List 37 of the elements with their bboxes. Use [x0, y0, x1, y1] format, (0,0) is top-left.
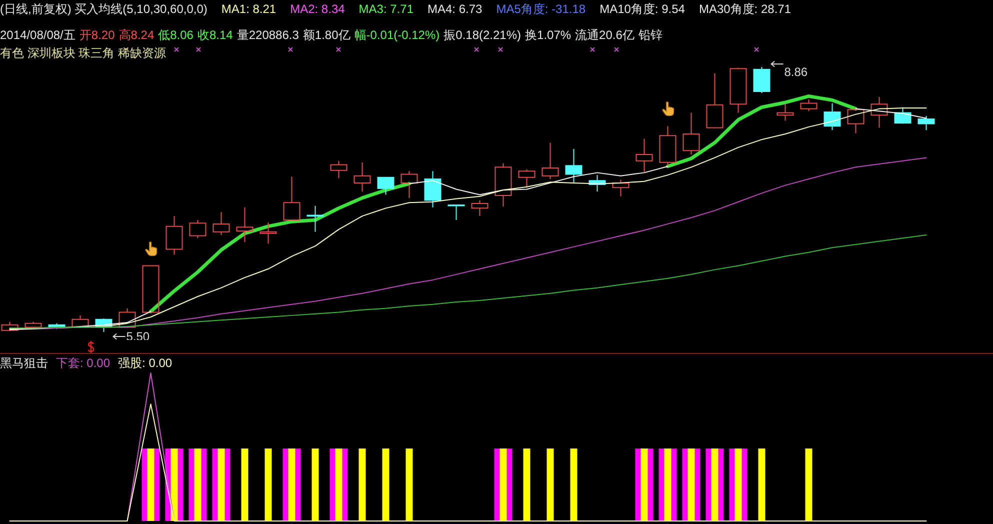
text: 强股: 0.00	[118, 356, 172, 370]
candlestick	[166, 216, 183, 256]
annotation: 8.86	[784, 65, 808, 79]
candlestick	[377, 176, 394, 196]
candlestick	[636, 138, 653, 172]
text: MA5角度: -31.18	[496, 2, 586, 16]
text: 流通20.6亿	[575, 28, 634, 42]
text: MA2: 8.34	[290, 2, 345, 16]
candlestick	[354, 162, 371, 192]
text: 换1.07%	[525, 28, 572, 42]
candlestick	[283, 176, 300, 221]
text: MA30角度: 28.71	[698, 2, 791, 16]
text: MA10角度: 9.54	[600, 2, 685, 16]
candlestick	[870, 96, 888, 128]
candlestick	[448, 204, 465, 221]
text: MA1: 8.21	[221, 2, 276, 16]
text: 高8.24	[118, 28, 154, 42]
text: 铅锌	[638, 28, 662, 42]
candlestick	[142, 265, 160, 313]
text: 量220886.3	[236, 28, 299, 42]
text: 幅-0.01(-0.12%)	[354, 28, 440, 42]
text: 下套: 0.00	[56, 356, 110, 370]
text: 额1.80亿	[302, 28, 350, 42]
chart-title: (日线,前复权) 买入均线(5,10,30,60,0,0)	[0, 2, 208, 16]
candlestick	[236, 206, 254, 243]
text: 开8.20	[79, 28, 115, 42]
candlestick	[706, 72, 724, 128]
text: 2014/08/08/五	[0, 28, 76, 42]
text: 振0.18(2.21%)	[444, 28, 522, 42]
text: MA4: 6.73	[428, 2, 482, 16]
chart-title: 黑马狙击	[0, 356, 48, 370]
candlestick	[776, 104, 794, 122]
candlestick	[260, 222, 277, 244]
text: MA3: 7.71	[358, 2, 414, 16]
text: 有色 深圳板块 珠三角 稀缺资源	[0, 46, 166, 60]
text: 低8.06	[158, 28, 194, 42]
text: 收8.14	[197, 28, 233, 42]
